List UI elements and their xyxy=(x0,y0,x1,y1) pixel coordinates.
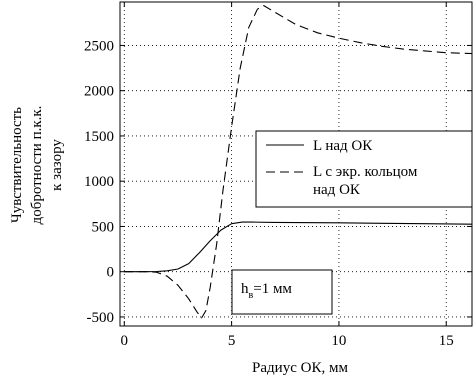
y-tick-label: 0 xyxy=(107,265,115,281)
series-lines xyxy=(124,5,473,319)
annotation-subscript: в xyxy=(249,290,254,301)
y-tick-label: 2000 xyxy=(84,84,114,100)
annotation: hв=1 мм xyxy=(231,269,333,315)
y-tick-label: 1000 xyxy=(84,174,114,190)
x-tick-label: 15 xyxy=(439,333,454,349)
y-axis-label-line-3: к зазору xyxy=(49,139,65,191)
legend-box xyxy=(255,130,473,208)
annotation-main: h xyxy=(241,281,249,297)
series-line-1 xyxy=(124,221,473,273)
legend: L над ОК L с экр. кольцом над ОК xyxy=(255,130,473,208)
x-tick-label: 0 xyxy=(121,333,129,349)
legend-label-1: L над ОК xyxy=(313,138,373,154)
ticks: 0 5 10 15 -500 0 500 1000 1500 2000 2500 xyxy=(84,2,472,349)
x-axis-label: Радиус ОК, мм xyxy=(252,360,348,376)
legend-label-2: L с экр. кольцом над ОК xyxy=(313,164,421,198)
y-axis-label-line-1: Чувствительность xyxy=(9,107,25,223)
annotation-box xyxy=(231,269,333,315)
y-tick-label: -500 xyxy=(87,310,115,326)
y-tick-label: 500 xyxy=(92,219,115,235)
x-tick-label: 10 xyxy=(331,333,346,349)
y-axis-label-line-2: добротности п.к.к. xyxy=(29,106,45,225)
y-tick-label: 1500 xyxy=(84,129,114,145)
y-axis-label: Чувствительность добротности п.к.к. к за… xyxy=(9,106,65,225)
legend-label-2-line-2: над ОК xyxy=(313,182,361,198)
series-line-2 xyxy=(124,5,473,319)
annotation-text: hв=1 мм xyxy=(241,281,292,301)
legend-label-2-line-1: L с экр. кольцом xyxy=(313,164,418,180)
x-tick-label: 5 xyxy=(228,333,236,349)
annotation-rest: =1 мм xyxy=(253,281,292,297)
y-tick-label: 2500 xyxy=(84,38,114,54)
